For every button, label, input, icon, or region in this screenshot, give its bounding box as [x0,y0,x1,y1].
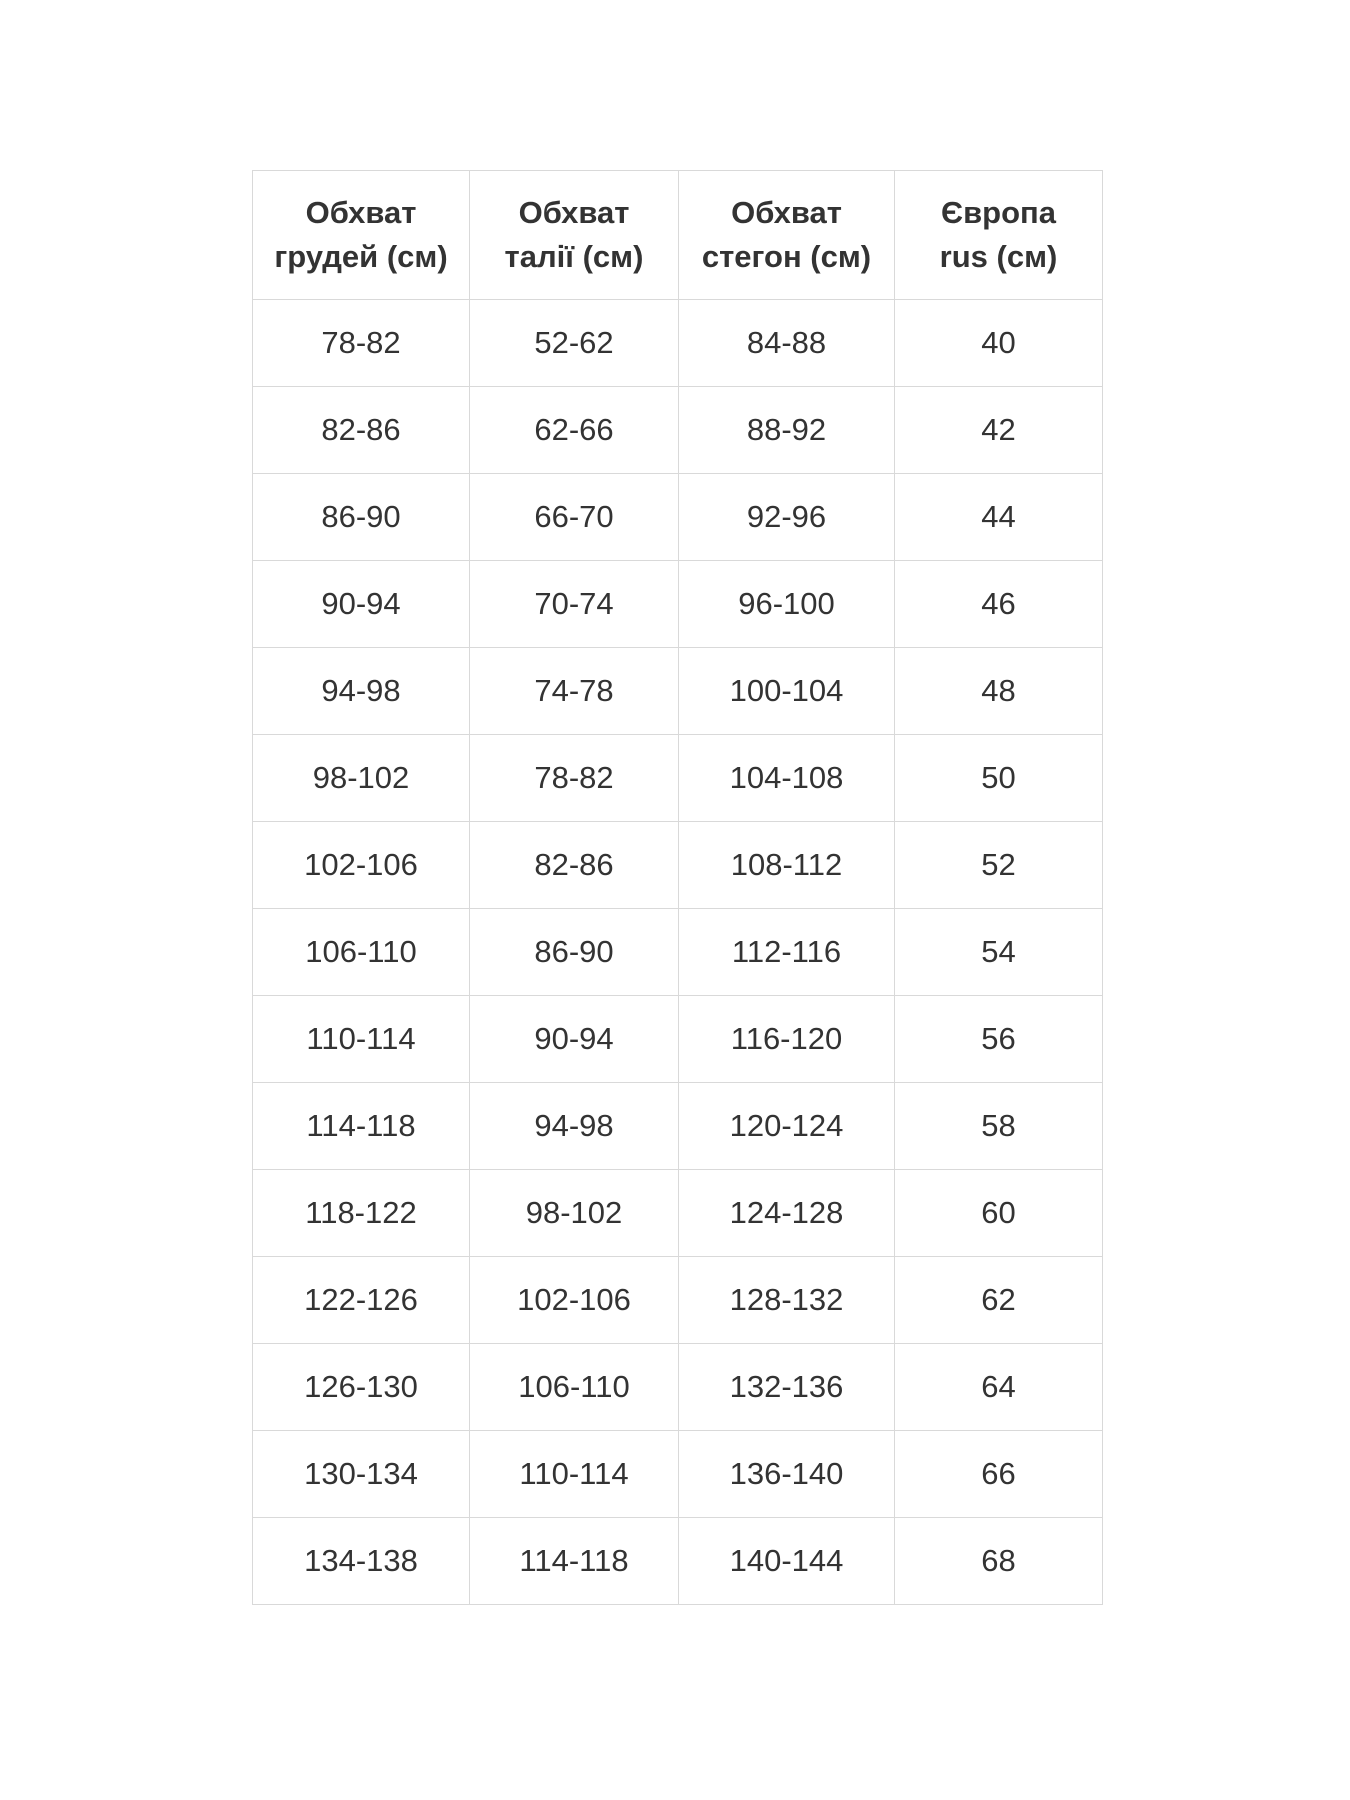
table-cell: 98-102 [469,1169,679,1257]
table-cell: 84-88 [678,299,895,387]
table-row: 106-110 86-90 112-116 54 [252,908,1103,996]
table-cell: 90-94 [252,560,470,648]
table-cell: 78-82 [252,299,470,387]
table-cell: 106-110 [469,1343,679,1431]
column-header: Обхват стегон (см) [678,170,895,300]
table-row: 82-86 62-66 88-92 42 [252,386,1103,474]
table-cell: 82-86 [252,386,470,474]
column-header: Обхват грудей (см) [252,170,470,300]
table-cell: 40 [894,299,1103,387]
table-cell: 118-122 [252,1169,470,1257]
table-cell: 52-62 [469,299,679,387]
table-row: 122-126 102-106 128-132 62 [252,1256,1103,1344]
table-row: 118-122 98-102 124-128 60 [252,1169,1103,1257]
table-cell: 50 [894,734,1103,822]
table-cell: 62 [894,1256,1103,1344]
column-header-line: Обхват [731,195,842,230]
table-row: 134-138 114-118 140-144 68 [252,1517,1103,1605]
table-cell: 86-90 [252,473,470,561]
table-cell: 134-138 [252,1517,470,1605]
table-cell: 136-140 [678,1430,895,1518]
column-header: Європа rus (см) [894,170,1103,300]
table-cell: 132-136 [678,1343,895,1431]
table-cell: 94-98 [252,647,470,735]
table-cell: 64 [894,1343,1103,1431]
size-chart-table: Обхват грудей (см) Обхват талії (см) Обхват с… [252,170,1103,1605]
column-header-line: талії (см) [504,239,644,274]
table-cell: 110-114 [252,995,470,1083]
column-header-line: Обхват [518,195,630,230]
header-row: Обхват грудей (см) Обхват талії (см) Обхват с… [252,170,1103,300]
table-cell: 92-96 [678,473,895,561]
table-cell: 48 [894,647,1103,735]
table-cell: 102-106 [469,1256,679,1344]
table-cell: 102-106 [252,821,470,909]
table-cell: 104-108 [678,734,895,822]
table-cell: 112-116 [678,908,895,996]
table-cell: 106-110 [252,908,470,996]
column-header-line: Обхват [305,195,417,230]
table-cell: 90-94 [469,995,679,1083]
table-cell: 62-66 [469,386,679,474]
table-row: 94-98 74-78 100-104 48 [252,647,1103,735]
table-cell: 116-120 [678,995,895,1083]
table-cell: 124-128 [678,1169,895,1257]
table-row: 78-82 52-62 84-88 40 [252,299,1103,387]
table-cell: 110-114 [469,1430,679,1518]
table-cell: 114-118 [252,1082,470,1170]
table-cell: 42 [894,386,1103,474]
table-cell: 82-86 [469,821,679,909]
table-cell: 88-92 [678,386,895,474]
table-cell: 46 [894,560,1103,648]
table-cell: 66-70 [469,473,679,561]
column-header-line: Європа [941,195,1056,230]
table-cell: 140-144 [678,1517,895,1605]
table-cell: 122-126 [252,1256,470,1344]
column-header-line: rus (см) [939,239,1058,274]
table-row: 114-118 94-98 120-124 58 [252,1082,1103,1170]
table-cell: 120-124 [678,1082,895,1170]
column-header: Обхват талії (см) [469,170,679,300]
table-row: 86-90 66-70 92-96 44 [252,473,1103,561]
column-header-line: грудей (см) [274,239,448,274]
table-cell: 94-98 [469,1082,679,1170]
table-row: 126-130 106-110 132-136 64 [252,1343,1103,1431]
table-cell: 78-82 [469,734,679,822]
table-cell: 56 [894,995,1103,1083]
table-cell: 126-130 [252,1343,470,1431]
table-cell: 68 [894,1517,1103,1605]
table-cell: 74-78 [469,647,679,735]
table-cell: 52 [894,821,1103,909]
table-cell: 128-132 [678,1256,895,1344]
table-cell: 44 [894,473,1103,561]
table-cell: 130-134 [252,1430,470,1518]
table-cell: 60 [894,1169,1103,1257]
table-row: 130-134 110-114 136-140 66 [252,1430,1103,1518]
table-row: 102-106 82-86 108-112 52 [252,821,1103,909]
table-cell: 100-104 [678,647,895,735]
table-cell: 86-90 [469,908,679,996]
table-row: 110-114 90-94 116-120 56 [252,995,1103,1083]
table-row: 98-102 78-82 104-108 50 [252,734,1103,822]
table-cell: 54 [894,908,1103,996]
table-row: 90-94 70-74 96-100 46 [252,560,1103,648]
table-cell: 66 [894,1430,1103,1518]
table-cell: 70-74 [469,560,679,648]
table-cell: 58 [894,1082,1103,1170]
table-cell: 114-118 [469,1517,679,1605]
table-cell: 108-112 [678,821,895,909]
table-cell: 96-100 [678,560,895,648]
column-header-line: стегон (см) [701,239,872,274]
table-cell: 98-102 [252,734,470,822]
